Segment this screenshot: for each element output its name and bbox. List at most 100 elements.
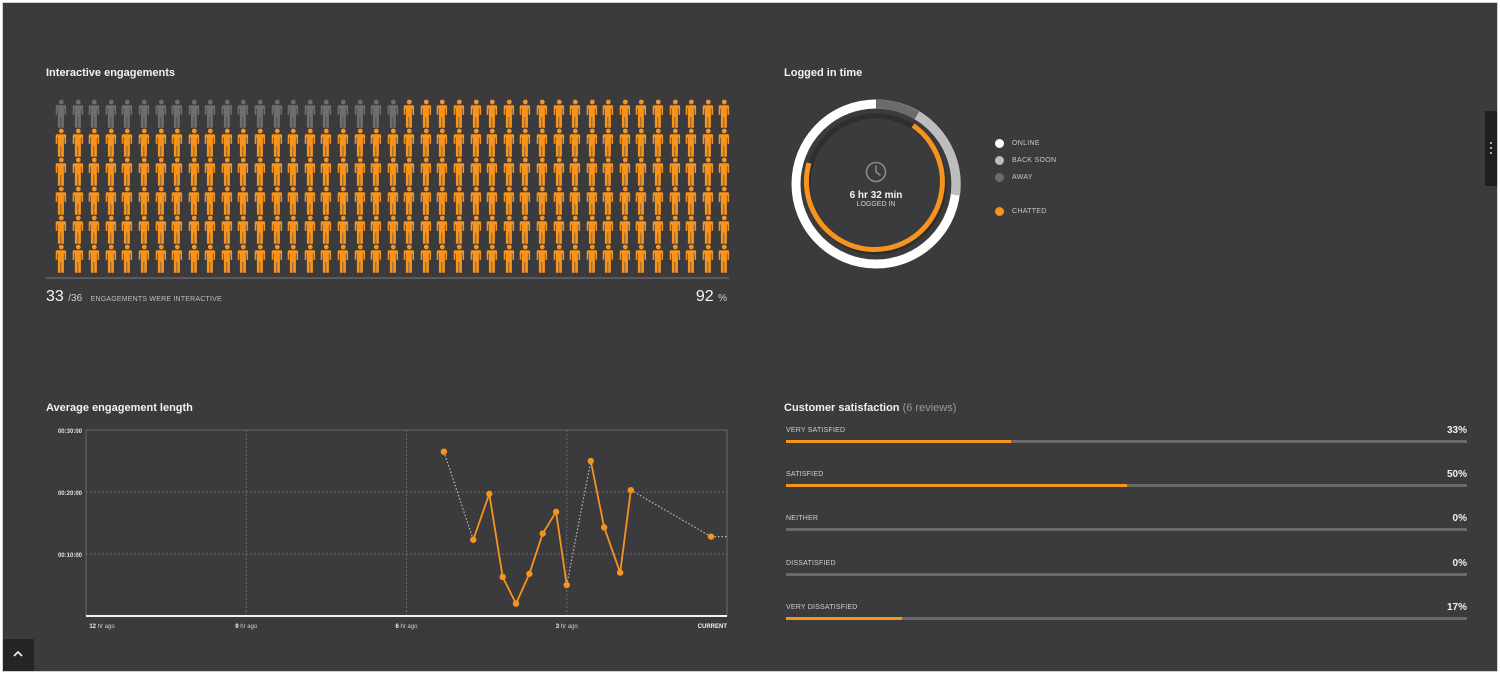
series-point: [587, 457, 594, 465]
person-icon-active: [534, 99, 551, 128]
person-icon-active: [434, 244, 451, 273]
satisfaction-row: VERY SATISFIED 33%: [785, 425, 1469, 457]
person-icon-active: [136, 244, 153, 273]
satisfaction-row: DISSATISFIED 0%: [785, 558, 1469, 590]
legend-dot-away: [995, 173, 1004, 182]
series-point: [526, 570, 533, 578]
person-icon-active: [667, 99, 684, 128]
series-point: [616, 569, 624, 576]
series-line-segment: [488, 493, 504, 578]
people-grid: [53, 99, 733, 274]
satisfaction-percent: 17%: [1446, 602, 1467, 613]
series-point: [539, 530, 546, 537]
person-icon-active: [352, 215, 369, 244]
person-icon-active: [600, 215, 617, 244]
person-icon-active: [368, 128, 385, 157]
person-icon-active: [219, 215, 236, 244]
person-icon-active: [70, 186, 87, 215]
person-icon-active: [335, 128, 352, 157]
person-icon-active: [53, 215, 70, 244]
person-icon-active: [269, 157, 286, 186]
series-point: [486, 490, 493, 498]
percent-value: 92: [695, 288, 714, 305]
person-icon-active: [650, 128, 667, 157]
side-panel-handle[interactable]: [1485, 111, 1497, 186]
person-icon-active: [617, 157, 634, 186]
person-icon-active: [517, 186, 534, 215]
person-icon-active: [484, 128, 501, 157]
series-gap-segment: [630, 489, 712, 538]
person-icon-active: [119, 157, 136, 186]
satisfaction-label: DISSATISFIED: [786, 560, 836, 567]
person-icon-active: [285, 157, 302, 186]
person-icon-active: [584, 99, 601, 128]
satisfaction-label: NEITHER: [786, 515, 819, 522]
series-point: [563, 581, 570, 589]
x-tick-label: CURRENT: [698, 624, 728, 630]
person-icon-active: [269, 186, 286, 215]
person-icon-active: [484, 99, 501, 128]
person-icon-active: [318, 128, 335, 157]
person-icon-active: [119, 186, 136, 215]
person-icon-active: [103, 157, 120, 186]
person-icon-active: [600, 244, 617, 273]
person-icon-active: [584, 157, 601, 186]
person-icon-active: [501, 157, 518, 186]
percent-sign: %: [718, 293, 727, 304]
person-icon-active: [617, 215, 634, 244]
y-tick-label: 00:30:00: [58, 429, 83, 435]
legend-dot-back-soon: [995, 156, 1004, 165]
legend-item-back-soon: BACK SOON: [995, 152, 1056, 169]
person-icon-active: [169, 157, 186, 186]
person-icon-active: [700, 244, 717, 273]
person-icon-active: [401, 215, 418, 244]
person-icon-active: [633, 244, 650, 273]
legend-label: ONLINE: [1012, 140, 1040, 147]
satisfaction-label: VERY SATISFIED: [786, 427, 846, 434]
person-icon-active: [700, 215, 717, 244]
person-icon-active: [86, 215, 103, 244]
person-icon-active: [501, 244, 518, 273]
person-icon-active: [468, 186, 485, 215]
person-icon-active: [600, 99, 617, 128]
person-icon-active: [235, 215, 252, 244]
person-icon-active: [368, 186, 385, 215]
person-icon-active: [633, 186, 650, 215]
satisfaction-bar-track: [786, 484, 1467, 487]
series-point: [627, 486, 635, 494]
person-icon-active: [451, 99, 468, 128]
person-icon-active: [186, 215, 203, 244]
clock-icon: [865, 161, 887, 183]
satisfaction-bar-track: [786, 573, 1467, 576]
person-icon-active: [169, 215, 186, 244]
person-icon-active: [650, 244, 667, 273]
person-icon-active: [153, 157, 170, 186]
person-icon-active: [484, 157, 501, 186]
person-icon-active: [352, 157, 369, 186]
person-icon-active: [385, 244, 402, 273]
y-tick-label: 00:20:00: [58, 491, 83, 497]
legend-label: AWAY: [1012, 174, 1033, 181]
person-icon-active: [600, 186, 617, 215]
person-icon-active: [517, 157, 534, 186]
person-icon-inactive: [269, 99, 286, 128]
series-gap-segment: [443, 451, 474, 540]
collapse-button[interactable]: [3, 639, 34, 671]
person-icon-active: [418, 157, 435, 186]
person-icon-active: [86, 244, 103, 273]
person-icon-active: [70, 157, 87, 186]
person-icon-active: [617, 128, 634, 157]
y-tick-label: 00:10:00: [58, 553, 83, 559]
person-icon-active: [418, 186, 435, 215]
person-icon-inactive: [235, 99, 252, 128]
satisfaction-label: SATISFIED: [786, 471, 824, 478]
person-icon-active: [235, 244, 252, 273]
satisfaction-bar-fill: [786, 440, 1011, 443]
people-divider: [46, 277, 729, 279]
person-icon-active: [468, 99, 485, 128]
person-icon-inactive: [252, 99, 269, 128]
person-icon-active: [600, 128, 617, 157]
person-icon-active: [385, 215, 402, 244]
person-icon-active: [352, 186, 369, 215]
